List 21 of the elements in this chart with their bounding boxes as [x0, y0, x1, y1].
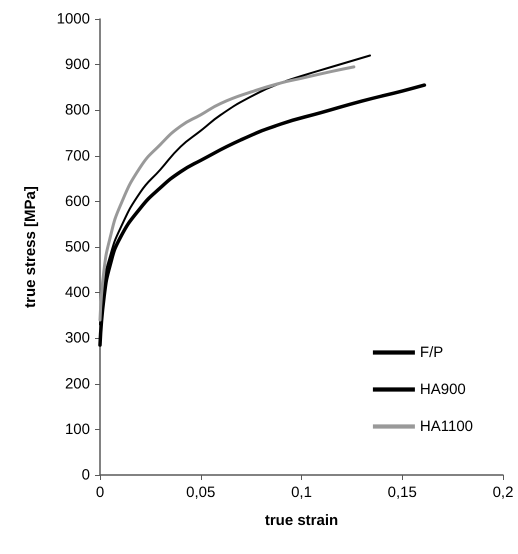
y-tick-label: 800: [64, 102, 90, 119]
legend-label: F/P: [420, 344, 444, 361]
y-tick-label: 500: [64, 238, 90, 256]
legend-label: HA900: [420, 381, 466, 398]
legend-label: HA1100: [420, 418, 473, 435]
x-tick-label: 0: [96, 484, 104, 501]
x-tick-label: 0,05: [186, 484, 216, 501]
y-tick-label: 0: [82, 466, 90, 484]
y-tick-label: 700: [64, 147, 90, 164]
y-tick-label: 100: [64, 420, 90, 438]
x-tick-label: 0,15: [388, 484, 417, 501]
y-tick-label: 400: [64, 284, 90, 302]
y-tick-label: 200: [64, 375, 90, 392]
x-tick-label: 0,1: [291, 484, 312, 501]
y-tick-label: 1000: [56, 10, 90, 28]
x-tick-label: 0,2: [492, 484, 514, 501]
y-tick-label: 900: [64, 56, 90, 74]
x-axis-title: true strain: [264, 512, 338, 529]
y-axis-title: true stress [MPa]: [22, 186, 39, 308]
y-tick-label: 300: [64, 330, 90, 347]
y-tick-label: 600: [64, 192, 90, 210]
